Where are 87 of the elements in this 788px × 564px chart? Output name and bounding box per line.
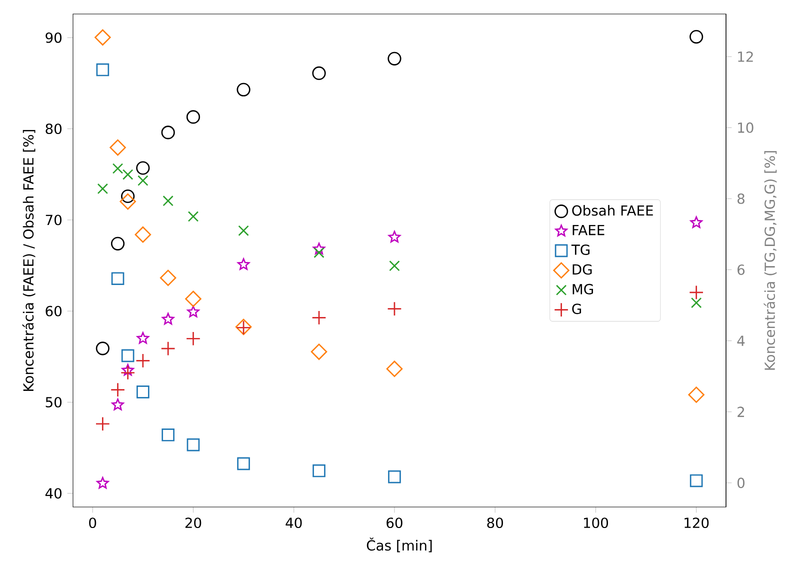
x-tick-label: 100 [584,518,608,528]
point [388,470,401,484]
point [186,331,201,346]
y-axis-title: Koncentrácia (FAEE) / Obsah FAEE [%] [22,130,36,391]
y2-tick-label: 6 [738,264,745,275]
point [187,306,200,318]
point [312,66,326,80]
legend-label: TG [571,244,590,255]
point [314,247,324,258]
x-tick-label: 0 [89,518,96,528]
x-tick-label: 60 [386,518,402,528]
point [121,189,135,204]
point [312,464,326,478]
point [310,344,328,360]
y2-axis-title: Koncentrácia (TG,DG,MG,G) [%] [764,151,777,370]
point [688,285,704,300]
y2-tick-label: 4 [737,336,745,346]
point [162,195,174,206]
point [387,301,402,316]
point [97,183,108,194]
legend-label: G [572,304,582,314]
point [688,386,704,403]
point [690,30,704,44]
point [111,272,124,286]
x-axis-title: Čas [min] [366,538,432,552]
point [185,290,202,307]
point [690,297,702,308]
x-tick-label: 40 [286,518,302,528]
point [690,216,702,228]
y2-tick-label: 10 [738,122,754,133]
point [188,211,199,222]
point [134,226,152,243]
y2-tick-label: 12 [738,51,753,62]
y-tick-label: 80 [46,124,62,134]
point [110,382,126,398]
point [120,365,136,380]
y-tick-label: 50 [46,396,62,408]
y-tick-label: 90 [46,32,62,43]
x-tick-label: 120 [684,518,709,528]
point [120,193,136,210]
x-tick-label: 80 [487,518,503,528]
point [112,163,124,174]
point [96,476,109,489]
y2-tick-label: 8 [738,193,744,204]
point [312,242,326,254]
point [238,225,249,236]
point [136,386,150,398]
point [138,175,148,186]
point [95,416,110,432]
point [386,360,403,377]
legend-label: FAEE [572,224,604,236]
x-tick-label: 20 [185,518,202,528]
point [388,230,401,243]
point [237,457,250,470]
legend-label: MG [572,284,593,294]
point [186,438,200,452]
y-tick-label: 40 [45,488,62,499]
point [112,398,124,410]
point [237,258,250,270]
point [121,349,134,362]
point [110,236,125,250]
point [94,29,111,46]
point [312,310,326,326]
legend-label: DG [572,264,592,275]
point [388,52,402,66]
y-tick-label: 70 [46,214,62,226]
y-tick-label: 60 [46,306,62,316]
point [389,260,400,272]
point [136,353,150,368]
y2-tick-label: 0 [738,478,744,488]
point [136,332,150,344]
point [236,82,250,96]
y2-tick-label: 2 [738,406,744,417]
point [122,169,134,180]
point [136,161,150,175]
point [162,312,174,325]
point [110,139,126,156]
point [122,364,134,376]
point [96,63,110,76]
point [96,342,110,356]
point [161,126,175,140]
point [160,270,176,286]
point [186,110,200,124]
point [160,341,176,356]
legend-label: Obsah FAEE [572,205,653,216]
point [690,474,703,488]
point [162,428,174,442]
